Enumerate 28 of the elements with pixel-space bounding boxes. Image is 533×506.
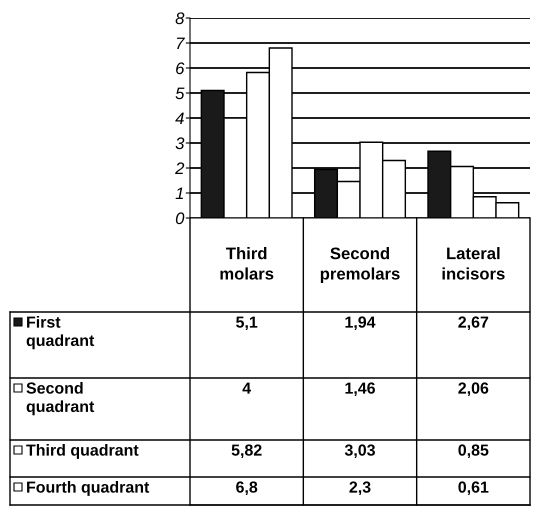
y-tick-label: 2 [175, 162, 184, 174]
y-tick-label: 7 [176, 38, 185, 50]
y-tick-label: 8 [176, 12, 184, 24]
legend-label: First quadrant [26, 316, 94, 350]
data-label: 1,94 [345, 316, 376, 330]
legend-label: Fourth quadrant [27, 481, 150, 496]
legend-label: Second quadrant [26, 382, 94, 416]
x-tick-label: Lateral incisors [442, 247, 505, 280]
y-tick-label: 5 [176, 88, 184, 100]
y-tick-label: 4 [175, 112, 184, 124]
data-label: 5,82 [232, 444, 262, 458]
y-tick-label: 1 [176, 188, 184, 200]
data-label: 3,03 [344, 444, 375, 458]
data-label: 6,8 [236, 481, 258, 496]
data-label: 1,46 [345, 382, 375, 396]
legend-label: Third quadrant [26, 444, 138, 459]
data-label: 2,06 [458, 382, 488, 396]
data-label: 2,3 [349, 481, 371, 496]
x-tick-label: Third molars [220, 247, 274, 280]
y-tick-label: 0 [176, 212, 184, 224]
y-tick-label: 6 [176, 62, 184, 74]
data-label: 2,67 [458, 316, 488, 330]
data-label: 4 [242, 382, 252, 394]
y-tick-label: 3 [176, 137, 184, 150]
x-tick-label: Second premolars [320, 247, 400, 283]
data-label: 5,1 [236, 316, 258, 330]
data-label: 0,61 [458, 481, 488, 496]
data-label: 0,85 [458, 444, 488, 458]
